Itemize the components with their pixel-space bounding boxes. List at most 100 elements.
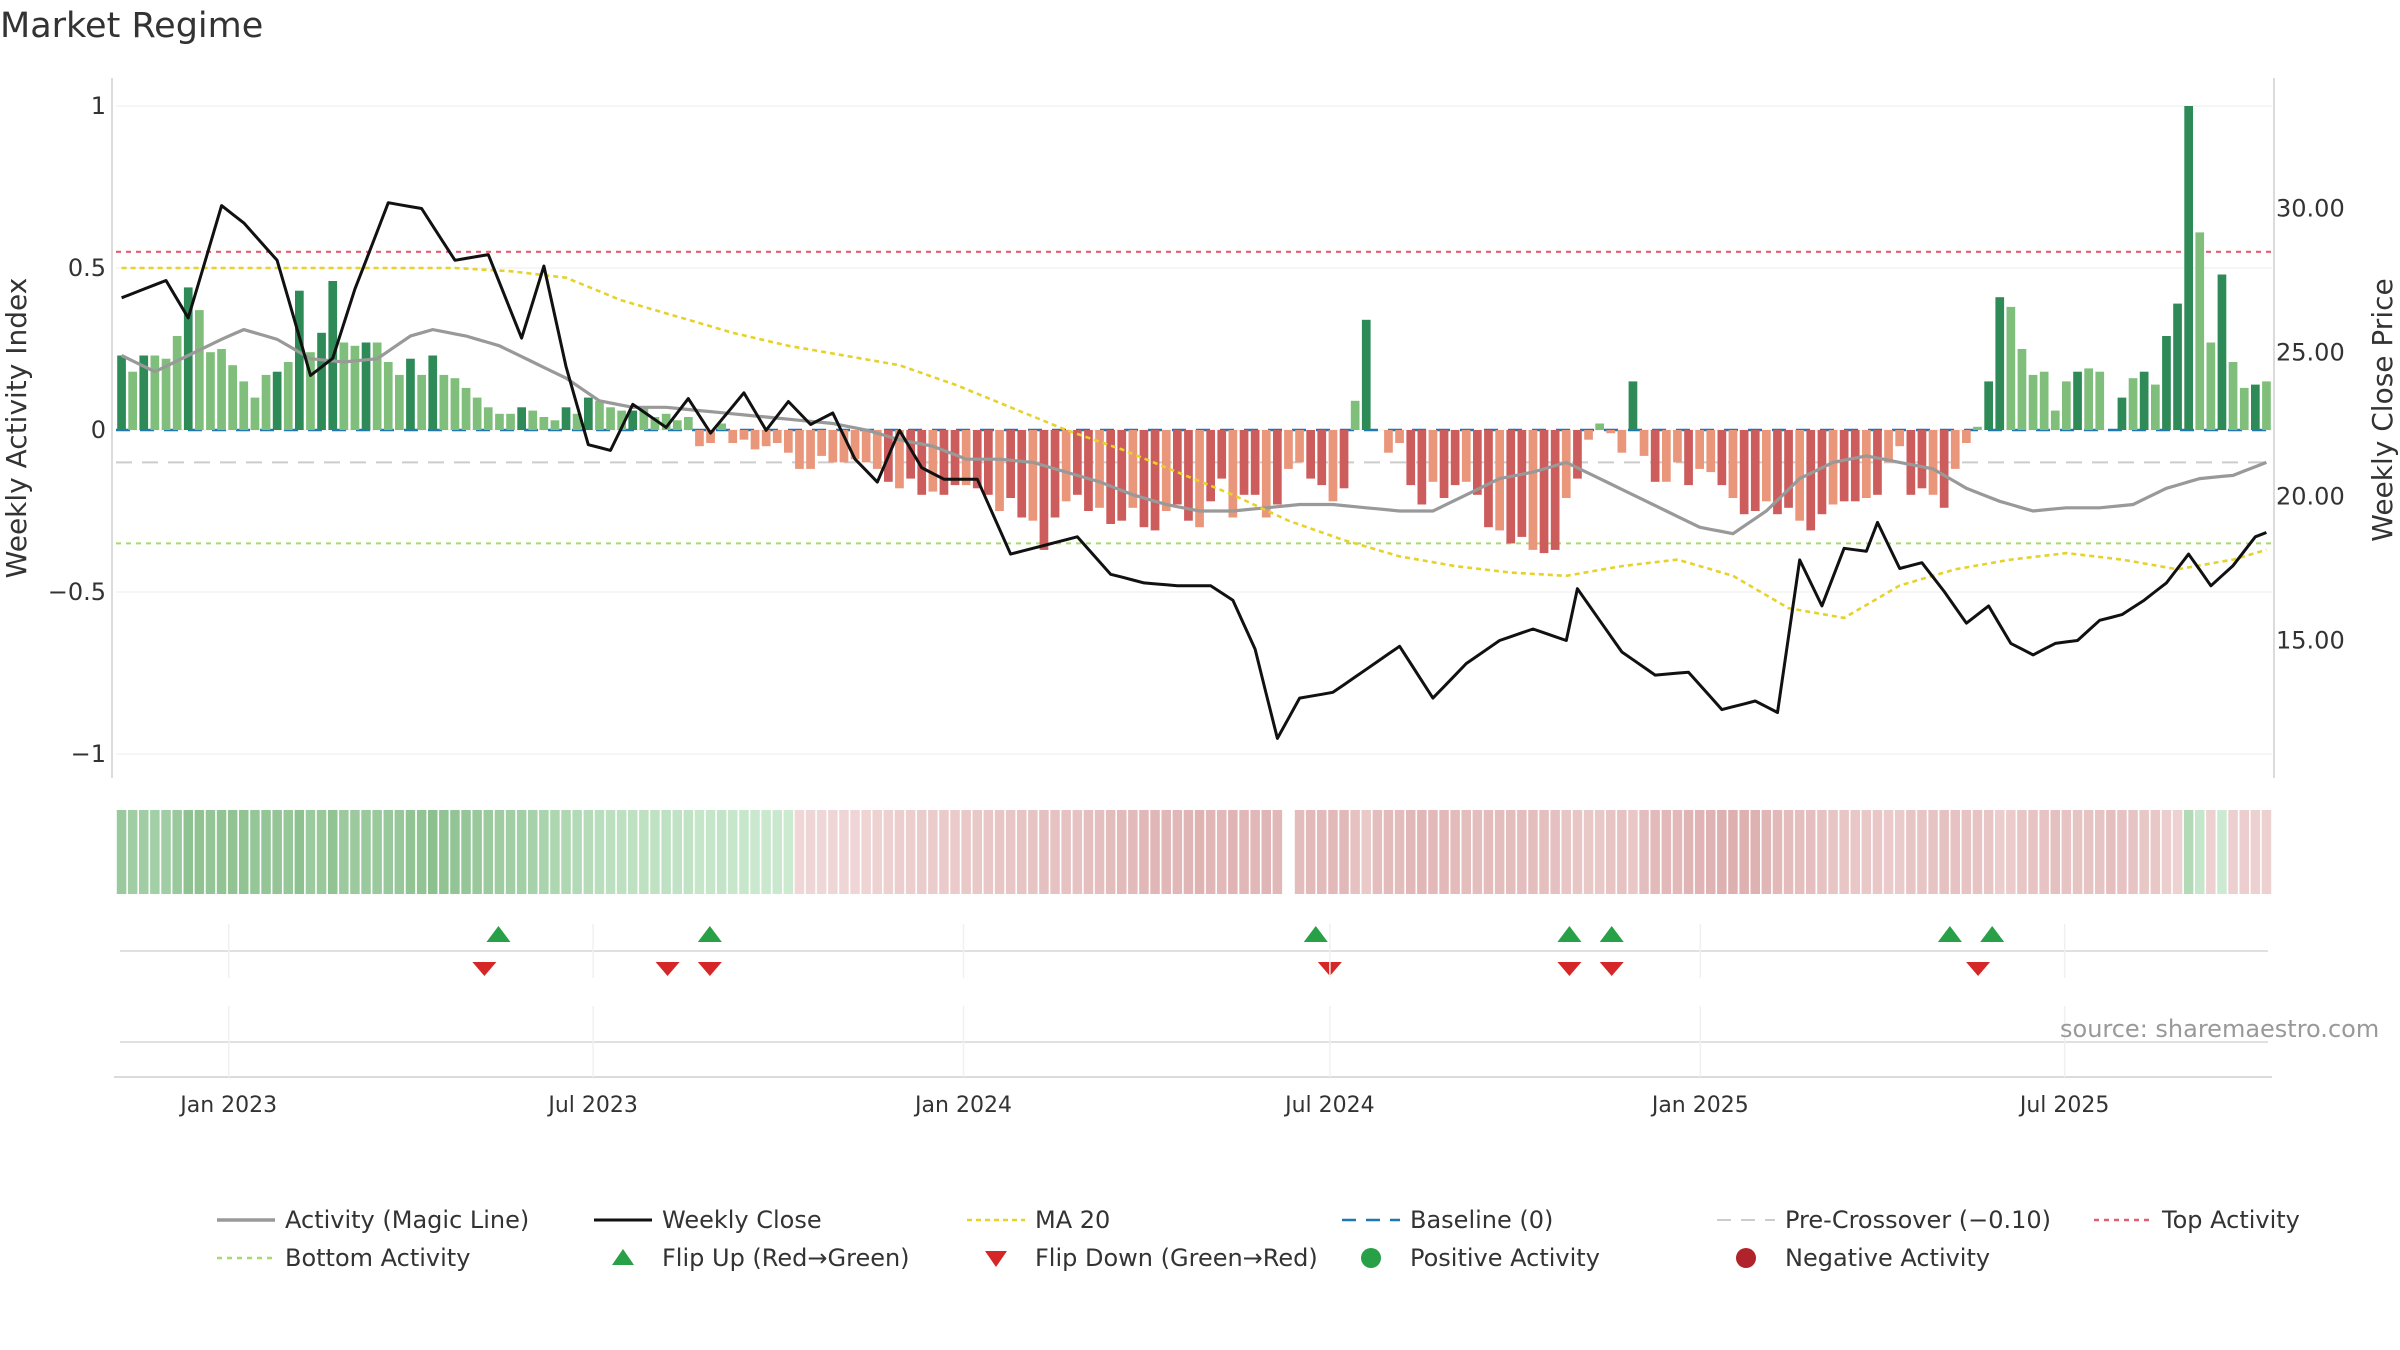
activity-bar <box>1773 430 1782 515</box>
legend-label: Baseline (0) <box>1410 1206 1554 1234</box>
heat-cell <box>139 810 149 894</box>
heat-cell <box>516 810 527 894</box>
heat-cell <box>1906 810 1916 894</box>
heat-cell <box>2150 810 2161 894</box>
activity-bar <box>1461 430 1471 482</box>
activity-bar <box>1617 430 1627 453</box>
activity-bar <box>717 423 726 430</box>
heat-cell <box>539 810 549 894</box>
heat-cell <box>672 810 682 894</box>
activity-bar <box>1750 430 1760 511</box>
x-axis-ticks: Jan 2023 Jul 2023 Jan 2024 Jul 2024 Jan 2025… <box>178 924 2109 1118</box>
heat-cell <box>194 810 205 894</box>
activity-bar <box>2039 371 2049 430</box>
x-tick-label: Jan 2023 <box>178 1093 277 1118</box>
heat-cell <box>1261 810 1271 894</box>
legend-label: Top Activity <box>2162 1206 2300 1234</box>
heat-cell <box>694 810 705 894</box>
legend-label: Negative Activity <box>1785 1244 1991 1272</box>
activity-bar <box>1217 430 1227 479</box>
activity-bar <box>1873 430 1882 495</box>
legend-item: Positive Activity <box>1340 1244 1600 1272</box>
activity-bar <box>995 430 1004 511</box>
activity-bar <box>1028 430 1038 521</box>
activity-bar <box>1984 381 1993 430</box>
heat-cell <box>2006 810 2016 894</box>
activity-bar <box>439 374 449 430</box>
heat-cell <box>272 810 282 894</box>
posdot-legend-symbol <box>1340 1245 1402 1271</box>
activity-bar <box>1173 430 1182 505</box>
legend-item: Pre-Crossover (−0.10) <box>1715 1206 2051 1234</box>
heat-cell <box>461 810 471 894</box>
activity-bar <box>684 417 693 430</box>
heat-cell <box>1272 810 1283 894</box>
heat-cell <box>716 810 727 894</box>
y-right-tick-label: 20.00 <box>2276 483 2345 511</box>
flip-down-marker <box>1599 962 1624 976</box>
activity-bar <box>2184 106 2193 430</box>
flip-down-marker <box>472 962 497 976</box>
heat-cell <box>550 810 560 894</box>
activity-bar <box>139 355 149 430</box>
heat-cell <box>1239 810 1249 894</box>
activity-bar <box>1384 430 1393 453</box>
axes: 1 0.5 0 −0.5 −1 30.00 25.00 20.00 15.00 Weekly Ac… <box>0 78 2399 778</box>
heat-cell <box>605 810 616 894</box>
activity-bar <box>2228 362 2238 430</box>
activity-bar <box>1584 430 1593 440</box>
heat-cell <box>1128 810 1138 894</box>
ma20-legend-symbol <box>965 1207 1027 1233</box>
heat-cell <box>905 810 916 894</box>
heat-cell <box>939 810 949 894</box>
activity-bar <box>261 374 271 430</box>
x-tick-label: Jul 2024 <box>1283 1093 1375 1118</box>
heat-cell <box>394 810 405 894</box>
activity-bar <box>728 430 738 443</box>
flip-down-marker <box>697 962 722 976</box>
heat-cell <box>1561 810 1571 894</box>
activity-bar <box>1906 430 1916 495</box>
x-tick-label: Jul 2025 <box>2018 1093 2110 1118</box>
activity-bar <box>161 358 171 430</box>
activity-bar <box>1828 430 1838 505</box>
heat-cell <box>328 810 338 894</box>
heat-cell <box>316 810 327 894</box>
activity-bar <box>1139 430 1149 528</box>
heat-cell <box>216 810 227 894</box>
heat-cell <box>1361 810 1371 894</box>
heat-cell <box>1461 810 1471 894</box>
activity-bar <box>1161 430 1171 511</box>
heat-cell <box>383 810 393 894</box>
activity-bar <box>539 417 549 430</box>
activity-bar <box>1250 430 1260 495</box>
activity-bar <box>561 407 571 430</box>
heat-cell <box>1383 810 1394 894</box>
heat-cell <box>2261 810 2272 894</box>
activity-bar <box>372 342 382 430</box>
heat-cell <box>1372 810 1383 894</box>
activity-bar <box>1795 430 1804 521</box>
activity-bar <box>1717 430 1727 486</box>
activity-bar <box>650 417 660 430</box>
heat-cell <box>2139 810 2149 894</box>
heat-cell <box>227 810 238 894</box>
legend-item: Flip Down (Green→Red) <box>965 1244 1318 1272</box>
heat-cell <box>928 810 938 894</box>
heat-cell <box>1205 810 1216 894</box>
heat-cell <box>1017 810 1027 894</box>
flip-down-marker <box>655 962 680 976</box>
heat-cell <box>639 810 649 894</box>
bottom-legend-symbol <box>215 1245 277 1271</box>
activity-bar <box>1662 430 1671 482</box>
heat-cell <box>1406 810 1416 894</box>
legend: Activity (Magic Line) Weekly Close MA 20 Ba… <box>215 1206 2365 1286</box>
activity-bar <box>1606 430 1616 434</box>
bottom-panel <box>114 1041 2272 1078</box>
activity-bar <box>1306 430 1315 479</box>
activity-bar <box>2262 381 2271 430</box>
heat-cell <box>1050 810 1060 894</box>
activity-bar <box>1039 430 1049 550</box>
activity-bar <box>1084 430 1093 511</box>
heat-cell <box>1683 810 1694 894</box>
